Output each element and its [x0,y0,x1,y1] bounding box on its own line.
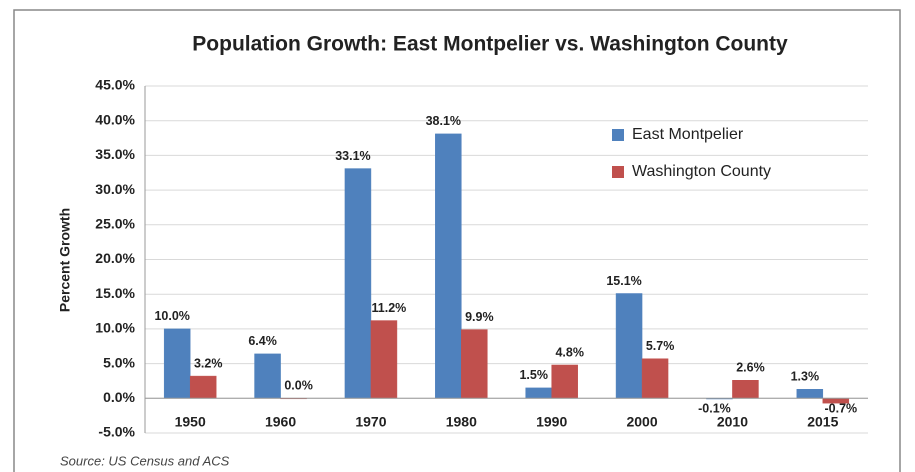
y-tick-label: -5.0% [98,424,135,440]
bar [551,364,578,399]
source-note: Source: US Census and ACS [60,453,230,468]
y-tick-label: 5.0% [103,354,135,370]
y-tick-label: 45.0% [95,77,135,93]
x-tick-label: 1980 [446,414,477,430]
y-tick-label: 15.0% [95,285,135,301]
bar [615,293,643,399]
y-tick-label: 10.0% [95,320,135,336]
y-tick-label: 20.0% [95,250,135,266]
data-label: -0.7% [824,402,857,416]
data-label: 15.1% [606,274,641,288]
data-label: 10.0% [154,309,189,323]
data-label: 5.7% [646,339,675,353]
data-label: 11.2% [372,301,407,315]
data-label: 33.1% [335,149,370,163]
data-label: 4.8% [555,345,584,359]
data-label: 2.6% [736,361,765,375]
bar [732,380,759,399]
x-tick-label: 1970 [355,414,386,430]
y-tick-label: 40.0% [95,111,135,127]
x-tick-label: 1990 [536,414,567,430]
y-tick-label: 0.0% [103,389,135,405]
x-tick-label: 2010 [717,414,748,430]
x-tick-label: 2015 [807,414,838,430]
y-axis-title: Percent Growth [57,208,73,312]
bar [370,320,398,399]
bar [189,375,217,399]
data-label: 1.3% [791,370,820,384]
data-label: 6.4% [248,334,277,348]
x-tick-label: 1960 [265,414,296,430]
bar [435,133,462,399]
bar [525,387,552,399]
x-tick-label: 2000 [626,414,657,430]
chart-title: Population Growth: East Montpelier vs. W… [192,33,788,56]
legend-swatch [612,166,624,178]
data-label: -0.1% [698,402,731,416]
bar [461,329,488,399]
bar [344,168,372,399]
data-label: 1.5% [519,368,548,382]
data-label: 9.9% [465,310,494,324]
data-label: 38.1% [426,114,461,128]
y-tick-label: 30.0% [95,181,135,197]
y-tick-label: 35.0% [95,146,135,162]
y-tick-label: 25.0% [95,216,135,232]
bar [796,389,824,399]
data-label: 0.0% [284,379,313,393]
legend-label: East Montpelier [632,126,744,143]
legend-label: Washington County [632,163,771,180]
bar [163,328,191,399]
bar [641,358,669,399]
x-tick-label: 1950 [175,414,206,430]
legend-swatch [612,129,624,141]
data-label: 3.2% [194,356,223,370]
bar [254,353,281,399]
